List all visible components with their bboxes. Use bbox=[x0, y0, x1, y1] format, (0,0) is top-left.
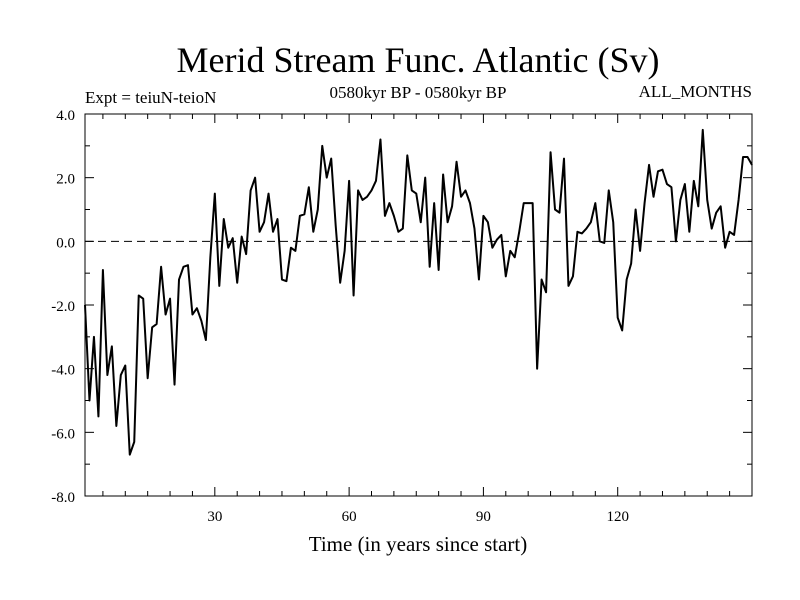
y-tick-label: -8.0 bbox=[51, 490, 75, 506]
y-tick-label: 4.0 bbox=[56, 108, 75, 124]
y-tick-label: 0.0 bbox=[56, 235, 75, 251]
months-label: ALL_MONTHS bbox=[639, 82, 752, 101]
plot-frame bbox=[84, 113, 753, 497]
chart-title: Merid Stream Func. Atlantic (Sv) bbox=[177, 40, 660, 80]
x-tick-label: 120 bbox=[606, 509, 629, 525]
x-tick-label: 60 bbox=[342, 509, 357, 525]
expt-label: Expt = teiuN-teioN bbox=[85, 88, 216, 107]
x-tick-label: 30 bbox=[207, 509, 222, 525]
x-axis-label: Time (in years since start) bbox=[309, 532, 528, 556]
y-tick-label: -6.0 bbox=[51, 426, 75, 442]
series-line bbox=[84, 128, 753, 456]
y-tick-label: -2.0 bbox=[51, 299, 75, 315]
period-label: 0580kyr BP - 0580kyr BP bbox=[330, 83, 507, 102]
y-tick-label: 2.0 bbox=[56, 172, 75, 188]
x-tick-label: 90 bbox=[476, 509, 491, 525]
plot-area: -8.0 -6.0 -4.0 -2.0 0.0 2.0 4.0 30 60 90 120 bbox=[51, 108, 753, 525]
y-tick-label: -4.0 bbox=[51, 363, 75, 379]
